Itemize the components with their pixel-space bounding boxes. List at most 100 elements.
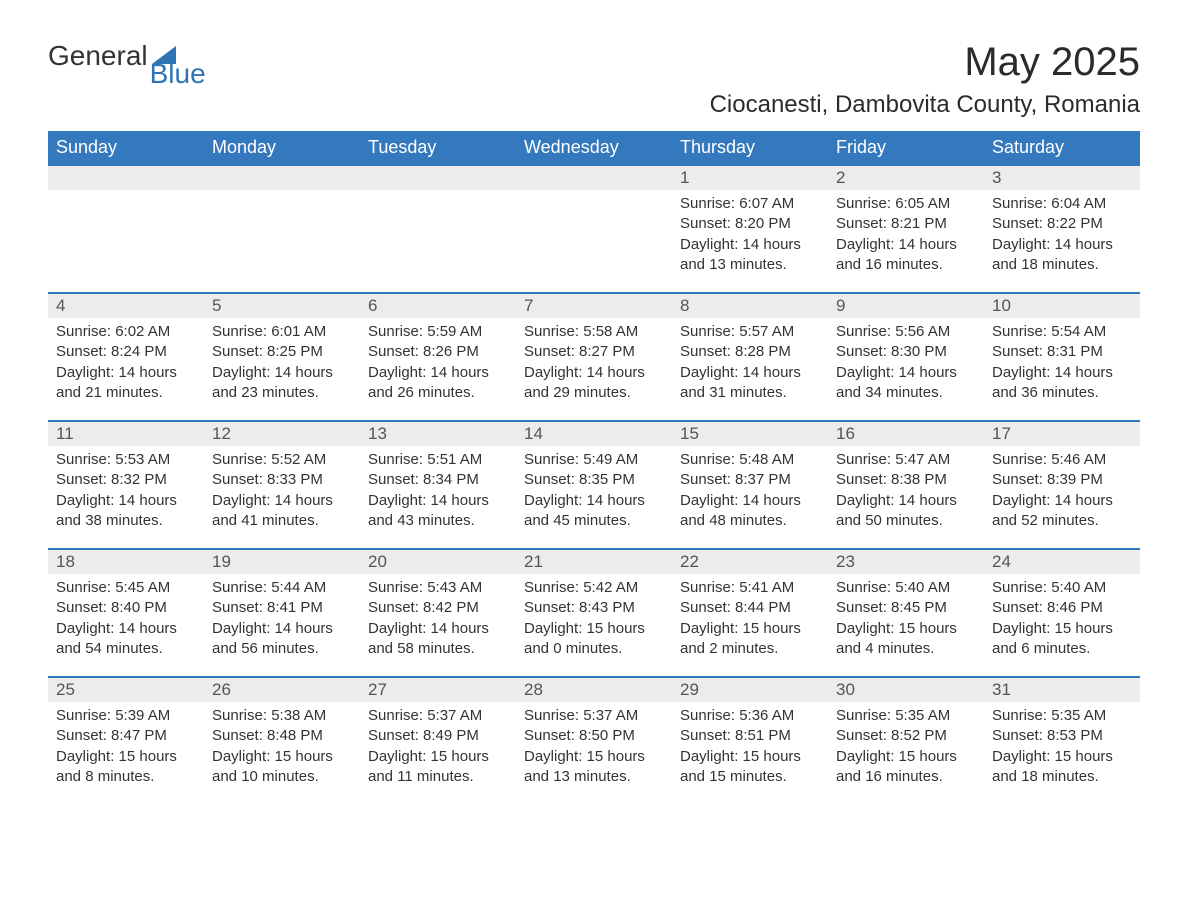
- day-content: Sunrise: 5:48 AMSunset: 8:37 PMDaylight:…: [672, 446, 828, 537]
- day-daylight1: Daylight: 14 hours: [992, 491, 1132, 511]
- day-sunrise: Sunrise: 5:45 AM: [56, 578, 196, 598]
- day-daylight2: and 45 minutes.: [524, 511, 664, 531]
- day-number: 6: [360, 294, 516, 318]
- day-sunrise: Sunrise: 5:46 AM: [992, 450, 1132, 470]
- day-daylight1: Daylight: 14 hours: [836, 235, 976, 255]
- day-number: 26: [204, 678, 360, 702]
- day-sunrise: Sunrise: 5:43 AM: [368, 578, 508, 598]
- calendar-day-cell: 5Sunrise: 6:01 AMSunset: 8:25 PMDaylight…: [204, 293, 360, 421]
- day-daylight1: Daylight: 14 hours: [992, 363, 1132, 383]
- day-sunrise: Sunrise: 5:52 AM: [212, 450, 352, 470]
- day-sunset: Sunset: 8:38 PM: [836, 470, 976, 490]
- calendar-day-cell: 12Sunrise: 5:52 AMSunset: 8:33 PMDayligh…: [204, 421, 360, 549]
- calendar-day-cell: 13Sunrise: 5:51 AMSunset: 8:34 PMDayligh…: [360, 421, 516, 549]
- day-daylight1: Daylight: 14 hours: [524, 363, 664, 383]
- calendar-day-cell: 24Sunrise: 5:40 AMSunset: 8:46 PMDayligh…: [984, 549, 1140, 677]
- day-sunrise: Sunrise: 5:42 AM: [524, 578, 664, 598]
- day-number: 13: [360, 422, 516, 446]
- day-content: Sunrise: 5:36 AMSunset: 8:51 PMDaylight:…: [672, 702, 828, 793]
- day-number-empty: .: [360, 166, 516, 190]
- day-daylight1: Daylight: 15 hours: [680, 619, 820, 639]
- day-sunrise: Sunrise: 5:47 AM: [836, 450, 976, 470]
- day-daylight1: Daylight: 14 hours: [680, 235, 820, 255]
- day-daylight1: Daylight: 14 hours: [680, 491, 820, 511]
- day-daylight2: and 38 minutes.: [56, 511, 196, 531]
- day-content: Sunrise: 5:57 AMSunset: 8:28 PMDaylight:…: [672, 318, 828, 409]
- day-number: 24: [984, 550, 1140, 574]
- day-sunrise: Sunrise: 5:54 AM: [992, 322, 1132, 342]
- day-sunset: Sunset: 8:48 PM: [212, 726, 352, 746]
- calendar-day-cell: 27Sunrise: 5:37 AMSunset: 8:49 PMDayligh…: [360, 677, 516, 805]
- calendar-day-cell: 26Sunrise: 5:38 AMSunset: 8:48 PMDayligh…: [204, 677, 360, 805]
- day-daylight2: and 0 minutes.: [524, 639, 664, 659]
- day-daylight1: Daylight: 14 hours: [56, 491, 196, 511]
- page-title: May 2025: [964, 40, 1140, 85]
- day-content: Sunrise: 5:51 AMSunset: 8:34 PMDaylight:…: [360, 446, 516, 537]
- day-content: Sunrise: 6:04 AMSunset: 8:22 PMDaylight:…: [984, 190, 1140, 281]
- weekday-header-row: SundayMondayTuesdayWednesdayThursdayFrid…: [48, 131, 1140, 165]
- day-number: 25: [48, 678, 204, 702]
- day-sunset: Sunset: 8:50 PM: [524, 726, 664, 746]
- day-content: Sunrise: 6:01 AMSunset: 8:25 PMDaylight:…: [204, 318, 360, 409]
- day-daylight1: Daylight: 15 hours: [212, 747, 352, 767]
- day-content: Sunrise: 5:38 AMSunset: 8:48 PMDaylight:…: [204, 702, 360, 793]
- calendar-day-cell: 10Sunrise: 5:54 AMSunset: 8:31 PMDayligh…: [984, 293, 1140, 421]
- day-sunset: Sunset: 8:49 PM: [368, 726, 508, 746]
- day-sunset: Sunset: 8:34 PM: [368, 470, 508, 490]
- day-daylight1: Daylight: 14 hours: [368, 363, 508, 383]
- day-daylight2: and 16 minutes.: [836, 767, 976, 787]
- calendar-day-cell: 6Sunrise: 5:59 AMSunset: 8:26 PMDaylight…: [360, 293, 516, 421]
- day-sunset: Sunset: 8:35 PM: [524, 470, 664, 490]
- day-content: Sunrise: 6:02 AMSunset: 8:24 PMDaylight:…: [48, 318, 204, 409]
- day-daylight1: Daylight: 14 hours: [212, 619, 352, 639]
- day-number-empty: .: [48, 166, 204, 190]
- calendar-day-cell: 22Sunrise: 5:41 AMSunset: 8:44 PMDayligh…: [672, 549, 828, 677]
- day-daylight2: and 48 minutes.: [680, 511, 820, 531]
- day-number-empty: .: [204, 166, 360, 190]
- day-content: Sunrise: 5:49 AMSunset: 8:35 PMDaylight:…: [516, 446, 672, 537]
- day-sunset: Sunset: 8:26 PM: [368, 342, 508, 362]
- day-daylight1: Daylight: 15 hours: [524, 747, 664, 767]
- day-number: 2: [828, 166, 984, 190]
- day-sunrise: Sunrise: 5:58 AM: [524, 322, 664, 342]
- day-content: Sunrise: 5:52 AMSunset: 8:33 PMDaylight:…: [204, 446, 360, 537]
- day-number: 15: [672, 422, 828, 446]
- day-sunrise: Sunrise: 5:39 AM: [56, 706, 196, 726]
- day-sunset: Sunset: 8:20 PM: [680, 214, 820, 234]
- calendar-day-cell: 14Sunrise: 5:49 AMSunset: 8:35 PMDayligh…: [516, 421, 672, 549]
- day-daylight2: and 41 minutes.: [212, 511, 352, 531]
- day-daylight2: and 29 minutes.: [524, 383, 664, 403]
- day-daylight1: Daylight: 15 hours: [368, 747, 508, 767]
- day-content: Sunrise: 5:47 AMSunset: 8:38 PMDaylight:…: [828, 446, 984, 537]
- calendar-day-cell: 7Sunrise: 5:58 AMSunset: 8:27 PMDaylight…: [516, 293, 672, 421]
- day-daylight2: and 23 minutes.: [212, 383, 352, 403]
- day-daylight1: Daylight: 15 hours: [524, 619, 664, 639]
- day-daylight2: and 15 minutes.: [680, 767, 820, 787]
- calendar-day-cell: 3Sunrise: 6:04 AMSunset: 8:22 PMDaylight…: [984, 165, 1140, 293]
- calendar-week-row: 18Sunrise: 5:45 AMSunset: 8:40 PMDayligh…: [48, 549, 1140, 677]
- day-daylight2: and 18 minutes.: [992, 767, 1132, 787]
- day-sunrise: Sunrise: 5:44 AM: [212, 578, 352, 598]
- calendar-day-cell: 23Sunrise: 5:40 AMSunset: 8:45 PMDayligh…: [828, 549, 984, 677]
- calendar-day-cell: 21Sunrise: 5:42 AMSunset: 8:43 PMDayligh…: [516, 549, 672, 677]
- day-daylight1: Daylight: 14 hours: [680, 363, 820, 383]
- day-daylight2: and 54 minutes.: [56, 639, 196, 659]
- calendar-day-cell: .: [204, 165, 360, 293]
- day-daylight2: and 18 minutes.: [992, 255, 1132, 275]
- day-sunrise: Sunrise: 5:49 AM: [524, 450, 664, 470]
- day-daylight2: and 26 minutes.: [368, 383, 508, 403]
- day-sunset: Sunset: 8:27 PM: [524, 342, 664, 362]
- day-daylight1: Daylight: 14 hours: [836, 363, 976, 383]
- day-daylight1: Daylight: 14 hours: [836, 491, 976, 511]
- day-sunset: Sunset: 8:46 PM: [992, 598, 1132, 618]
- day-number: 30: [828, 678, 984, 702]
- day-daylight2: and 10 minutes.: [212, 767, 352, 787]
- day-daylight2: and 13 minutes.: [524, 767, 664, 787]
- calendar-day-cell: .: [360, 165, 516, 293]
- weekday-header: Thursday: [672, 131, 828, 165]
- day-sunrise: Sunrise: 6:04 AM: [992, 194, 1132, 214]
- weekday-header: Sunday: [48, 131, 204, 165]
- header: General Blue May 2025: [48, 40, 1140, 85]
- calendar-day-cell: 29Sunrise: 5:36 AMSunset: 8:51 PMDayligh…: [672, 677, 828, 805]
- day-sunrise: Sunrise: 6:02 AM: [56, 322, 196, 342]
